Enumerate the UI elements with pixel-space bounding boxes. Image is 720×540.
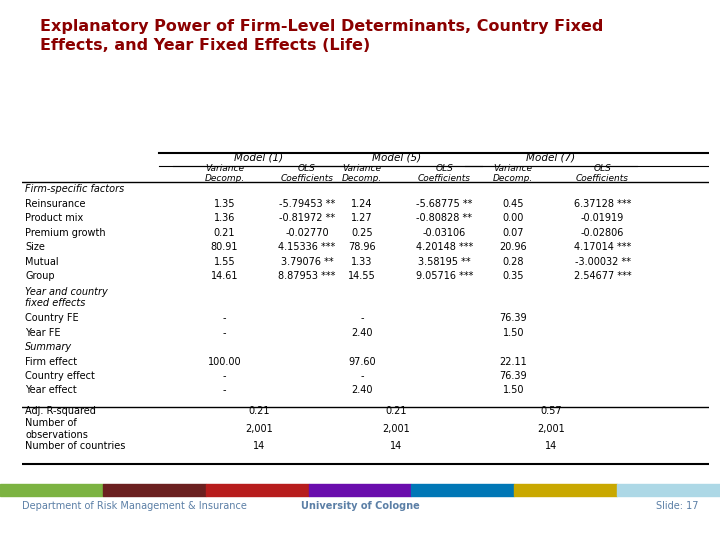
Text: 2.40: 2.40 [351, 328, 373, 338]
Text: 9.05716 ***: 9.05716 *** [415, 271, 473, 281]
Text: 0.21: 0.21 [248, 406, 269, 416]
Text: 97.60: 97.60 [348, 356, 376, 367]
Text: 76.39: 76.39 [500, 371, 527, 381]
Text: 6.37128 ***: 6.37128 *** [574, 199, 631, 209]
Text: OLS
Coefficients: OLS Coefficients [281, 164, 333, 183]
Text: 78.96: 78.96 [348, 242, 376, 252]
Text: -0.01919: -0.01919 [581, 213, 624, 224]
Text: -0.02770: -0.02770 [285, 228, 329, 238]
Text: 3.79076 **: 3.79076 ** [281, 256, 333, 267]
Text: Adj. R-squared: Adj. R-squared [25, 406, 96, 416]
Text: 0.00: 0.00 [503, 213, 524, 224]
Text: Firm effect: Firm effect [25, 356, 77, 367]
Text: -: - [360, 313, 364, 323]
Text: Size: Size [25, 242, 45, 252]
Text: 2,001: 2,001 [382, 424, 410, 434]
Text: 1.33: 1.33 [351, 256, 373, 267]
Text: -0.03106: -0.03106 [423, 228, 466, 238]
Text: 0.28: 0.28 [503, 256, 524, 267]
Text: Variance
Decomp.: Variance Decomp. [342, 164, 382, 183]
Text: -0.02806: -0.02806 [581, 228, 624, 238]
Text: 0.45: 0.45 [503, 199, 524, 209]
Text: Number of
observations: Number of observations [25, 418, 88, 440]
Text: 1.55: 1.55 [214, 256, 235, 267]
Text: Country FE: Country FE [25, 313, 78, 323]
Text: Year effect: Year effect [25, 386, 77, 395]
Text: Reinsurance: Reinsurance [25, 199, 86, 209]
Text: -3.00032 **: -3.00032 ** [575, 256, 631, 267]
Text: 22.11: 22.11 [500, 356, 527, 367]
Text: 8.87953 ***: 8.87953 *** [278, 271, 336, 281]
Text: 0.25: 0.25 [351, 228, 373, 238]
Text: 1.50: 1.50 [503, 328, 524, 338]
Text: OLS
Coefficients: OLS Coefficients [418, 164, 471, 183]
Text: 14.61: 14.61 [211, 271, 238, 281]
Text: 20.96: 20.96 [500, 242, 527, 252]
Text: Premium growth: Premium growth [25, 228, 106, 238]
Text: Number of countries: Number of countries [25, 441, 125, 451]
Text: 14: 14 [253, 441, 265, 451]
Text: 0.21: 0.21 [214, 228, 235, 238]
Text: Model (5): Model (5) [372, 153, 421, 163]
Text: -: - [222, 371, 226, 381]
Text: 1.27: 1.27 [351, 213, 373, 224]
Text: -: - [222, 328, 226, 338]
Text: -0.81972 **: -0.81972 ** [279, 213, 335, 224]
Text: -5.79453 **: -5.79453 ** [279, 199, 335, 209]
Text: Firm-specific factors: Firm-specific factors [25, 185, 125, 194]
Text: 4.17014 ***: 4.17014 *** [574, 242, 631, 252]
Text: -: - [222, 313, 226, 323]
Text: Slide: 17: Slide: 17 [656, 501, 698, 511]
Text: 0.07: 0.07 [503, 228, 524, 238]
Text: 14: 14 [545, 441, 557, 451]
Text: 4.20148 ***: 4.20148 *** [416, 242, 473, 252]
Text: 2,001: 2,001 [537, 424, 565, 434]
Text: 4.15336 ***: 4.15336 *** [279, 242, 336, 252]
Text: 2,001: 2,001 [245, 424, 273, 434]
Text: OLS
Coefficients: OLS Coefficients [576, 164, 629, 183]
Text: 2.54677 ***: 2.54677 *** [574, 271, 631, 281]
Text: University of Cologne: University of Cologne [301, 501, 419, 511]
Text: 1.50: 1.50 [503, 386, 524, 395]
Text: 1.35: 1.35 [214, 199, 235, 209]
Text: 14: 14 [390, 441, 402, 451]
Text: Product mix: Product mix [25, 213, 84, 224]
Text: Summary: Summary [25, 342, 72, 352]
Text: 80.91: 80.91 [211, 242, 238, 252]
Text: Department of Risk Management & Insurance: Department of Risk Management & Insuranc… [22, 501, 246, 511]
Text: Variance
Decomp.: Variance Decomp. [204, 164, 245, 183]
Text: 76.39: 76.39 [500, 313, 527, 323]
Text: Mutual: Mutual [25, 256, 58, 267]
Text: Year and country
fixed effects: Year and country fixed effects [25, 287, 108, 308]
Text: -: - [360, 371, 364, 381]
Text: Group: Group [25, 271, 55, 281]
Text: Model (7): Model (7) [526, 153, 575, 163]
Text: 100.00: 100.00 [207, 356, 241, 367]
Text: 3.58195 **: 3.58195 ** [418, 256, 471, 267]
Text: -0.80828 **: -0.80828 ** [416, 213, 472, 224]
Text: 0.21: 0.21 [386, 406, 407, 416]
Text: 1.24: 1.24 [351, 199, 373, 209]
Text: Model (1): Model (1) [234, 153, 284, 163]
Text: 0.35: 0.35 [503, 271, 524, 281]
Text: -: - [222, 386, 226, 395]
Text: Country effect: Country effect [25, 371, 95, 381]
Text: -5.68775 **: -5.68775 ** [416, 199, 472, 209]
Text: Variance
Decomp.: Variance Decomp. [493, 164, 534, 183]
Text: 14.55: 14.55 [348, 271, 376, 281]
Text: 0.57: 0.57 [540, 406, 562, 416]
Text: Explanatory Power of Firm-Level Determinants, Country Fixed
Effects, and Year Fi: Explanatory Power of Firm-Level Determin… [40, 19, 603, 53]
Text: 2.40: 2.40 [351, 386, 373, 395]
Text: 1.36: 1.36 [214, 213, 235, 224]
Text: Year FE: Year FE [25, 328, 60, 338]
